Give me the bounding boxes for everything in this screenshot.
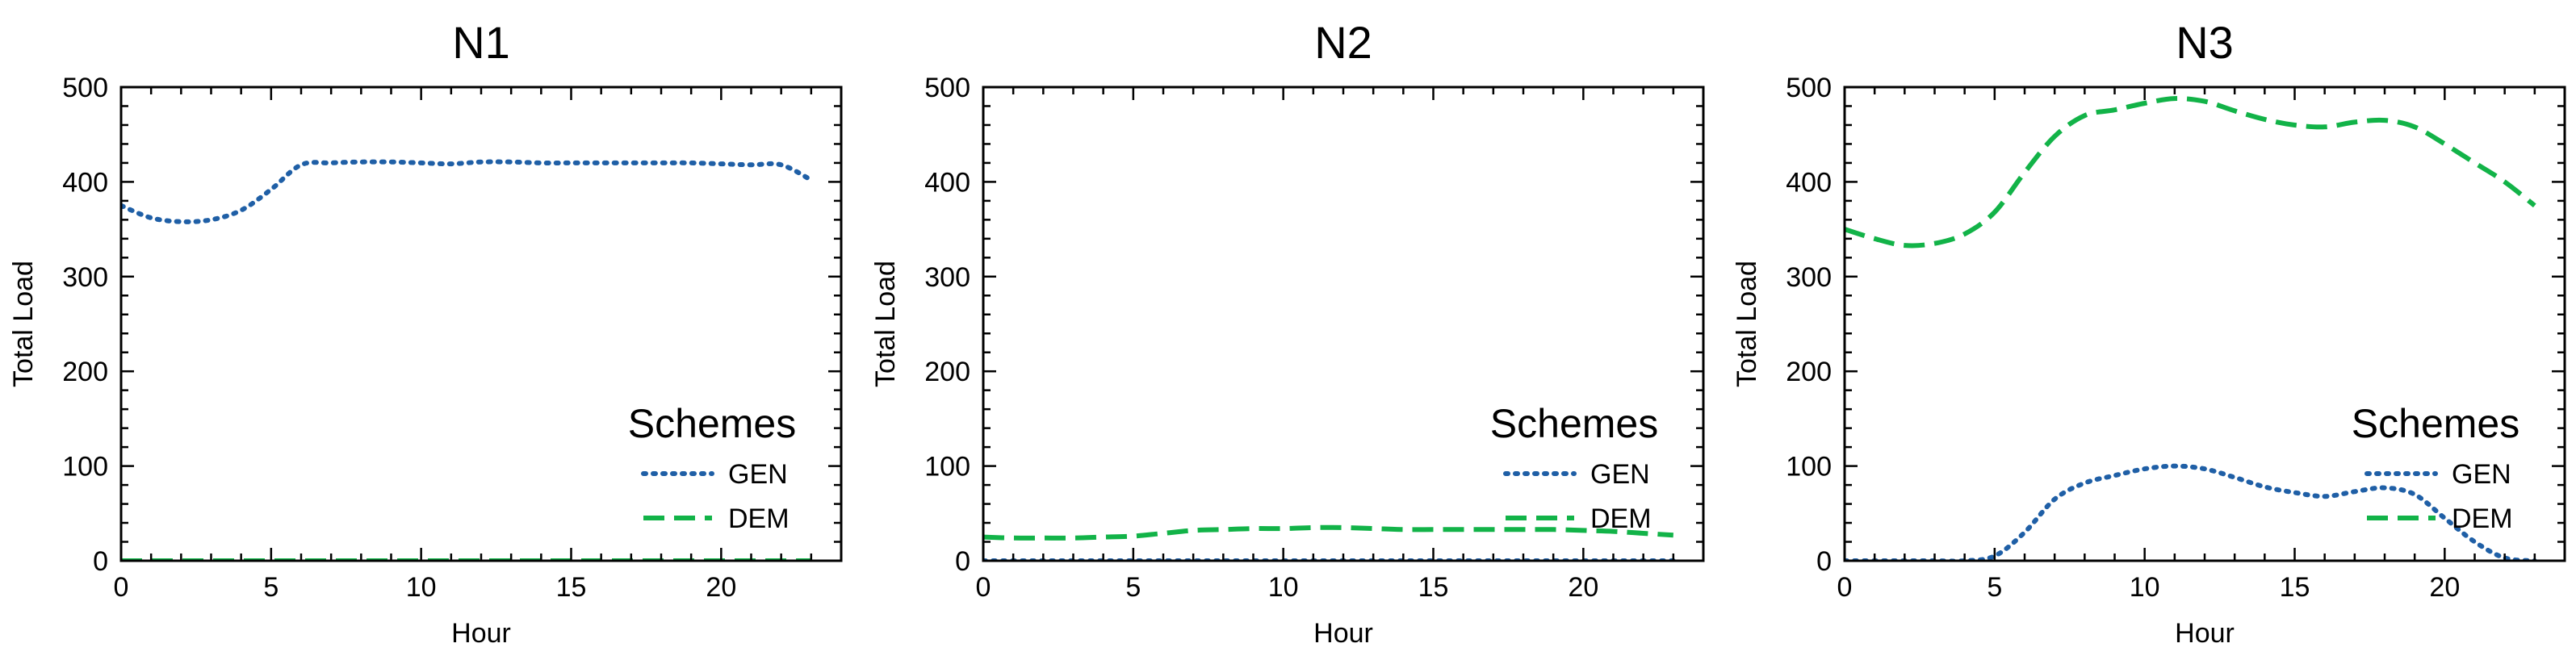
y-tick-label: 200	[924, 357, 970, 387]
y-tick-label: 300	[62, 262, 108, 293]
x-tick-label: 0	[976, 572, 991, 603]
x-tick-label: 5	[1987, 572, 2002, 603]
y-tick-label: 0	[93, 546, 108, 577]
x-tick-label: 5	[1125, 572, 1141, 603]
legend-label-dem: DEM	[2452, 503, 2513, 534]
chart-title: N2	[1314, 17, 1372, 68]
x-tick-label: 15	[556, 572, 587, 603]
series-group	[983, 524, 1676, 561]
y-tick-label: 200	[62, 357, 108, 387]
y-tick-label: 200	[1786, 357, 1832, 387]
y-axis-label: Total Load	[870, 261, 901, 387]
y-tick-label: 400	[62, 167, 108, 198]
series-line-dem	[1845, 96, 2536, 249]
y-tick-label: 0	[955, 546, 970, 577]
x-tick-label: 10	[406, 572, 437, 603]
x-tick-label: 10	[2130, 572, 2160, 603]
y-tick-label: 300	[924, 262, 970, 293]
y-tick-label: 400	[1786, 167, 1832, 198]
y-tick-label: 400	[924, 167, 970, 198]
x-axis-label: Hour	[1313, 618, 1373, 649]
series-line-gen	[121, 159, 814, 224]
legend-label-gen: GEN	[2452, 459, 2511, 490]
legend: Schemes GEN DEM	[1490, 401, 1658, 534]
series-group	[121, 159, 814, 561]
y-tick-label: 300	[1786, 262, 1832, 293]
chart-title: N1	[452, 17, 510, 68]
x-tick-label: 20	[706, 572, 736, 603]
series-line-gen	[1845, 463, 2537, 561]
x-tick-label: 15	[1418, 572, 1449, 603]
y-axis-label: Total Load	[8, 261, 39, 387]
x-tick-label: 0	[1837, 572, 1853, 603]
x-tick-label: 15	[2280, 572, 2310, 603]
legend-label-gen: GEN	[1590, 459, 1650, 490]
y-tick-label: 100	[924, 452, 970, 482]
y-tick-label: 0	[1816, 546, 1832, 577]
series-group	[1845, 96, 2537, 561]
x-tick-label: 5	[263, 572, 279, 603]
legend-label-dem: DEM	[1590, 503, 1652, 534]
chart-title: N3	[2176, 17, 2234, 68]
x-tick-label: 0	[114, 572, 129, 603]
series-line-dem	[983, 524, 1673, 541]
legend-label-gen: GEN	[728, 459, 788, 490]
x-tick-label: 20	[2429, 572, 2460, 603]
y-tick-label: 500	[924, 73, 970, 103]
x-tick-label: 10	[1268, 572, 1299, 603]
legend: Schemes GEN DEM	[628, 401, 796, 534]
y-tick-label: 100	[62, 452, 108, 482]
legend-title: Schemes	[628, 401, 796, 446]
y-tick-label: 500	[1786, 73, 1832, 103]
legend: Schemes GEN DEM	[2352, 401, 2519, 534]
x-axis-label: Hour	[451, 618, 511, 649]
y-tick-label: 100	[1786, 452, 1832, 482]
legend-title: Schemes	[1490, 401, 1658, 446]
y-tick-label: 500	[62, 73, 108, 103]
legend-title: Schemes	[2352, 401, 2519, 446]
x-axis-label: Hour	[2175, 618, 2235, 649]
legend-label-dem: DEM	[728, 503, 790, 534]
x-tick-label: 20	[1568, 572, 1598, 603]
y-axis-label: Total Load	[1732, 261, 1762, 387]
